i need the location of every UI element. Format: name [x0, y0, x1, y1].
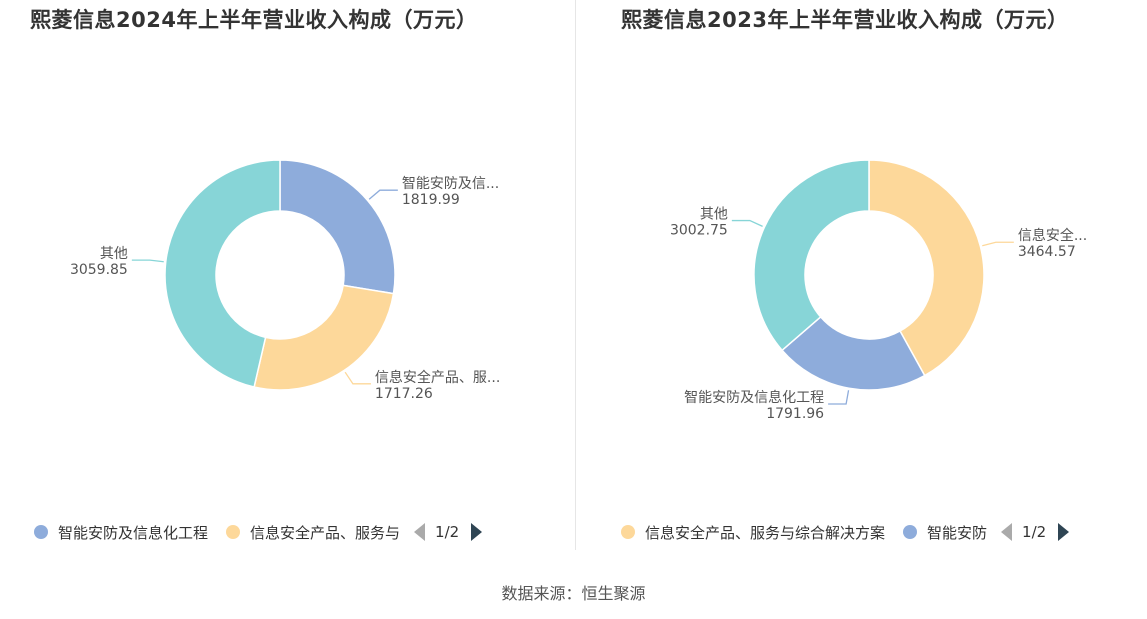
chart-title: 熙菱信息2024年上半年营业收入构成（万元） [30, 8, 478, 32]
slice-label: 信息安全... [1018, 227, 1087, 244]
label-leader-line [344, 371, 371, 385]
pie-slice[interactable] [164, 159, 281, 388]
slice-value-label: 3002.75 [670, 223, 728, 239]
legend-label: 智能安防 [927, 523, 988, 542]
legend-item[interactable]: 智能安防 [903, 522, 987, 543]
legend-item[interactable]: 信息安全产品、服务与 [226, 522, 400, 543]
slice-label: 智能安防及信息化工程 [684, 389, 824, 406]
chart-panel-2023: 熙菱信息2023年上半年营业收入构成（万元） 信息安全... 3464.57 智能安… [577, 0, 1147, 550]
slice-label: 其他 [700, 207, 728, 223]
slice-label: 信息安全产品、服... [375, 369, 500, 386]
pie-slice[interactable] [753, 159, 870, 352]
legend-prev-icon[interactable] [1001, 523, 1013, 541]
slice-value-label: 3464.57 [1018, 244, 1076, 260]
label-leader-line [131, 259, 164, 263]
legend-page-number: 1/2 [435, 523, 460, 541]
label-leader-line [731, 219, 763, 227]
data-source: 数据来源：恒生聚源 [501, 584, 646, 603]
slice-value-label: 1717.26 [375, 386, 433, 402]
legend-pager: 1/2 [414, 523, 483, 541]
legend-next-icon[interactable] [471, 523, 483, 541]
legend: 信息安全产品、服务与综合解决方案 智能安防 1/2 [621, 519, 1070, 545]
chart-panel-2024: 熙菱信息2024年上半年营业收入构成（万元） 智能安防及信... 1819.99 信… [0, 0, 573, 550]
legend-prev-icon[interactable] [414, 523, 426, 541]
legend-marker [34, 525, 48, 539]
legend-item[interactable]: 智能安防及信息化工程 [34, 522, 208, 543]
slice-value-label: 3059.85 [70, 262, 128, 278]
label-leader-line [368, 189, 398, 200]
legend-page-number: 1/2 [1022, 523, 1047, 541]
legend-label: 智能安防及信息化工程 [58, 523, 209, 542]
legend-marker [903, 525, 918, 539]
label-leader-line [982, 241, 1014, 247]
chart-title: 熙菱信息2023年上半年营业收入构成（万元） [621, 8, 1069, 32]
legend-marker [226, 525, 241, 539]
legend-next-icon[interactable] [1058, 523, 1070, 541]
panel-divider [575, 0, 576, 550]
label-leader-line [828, 390, 850, 405]
slice-value-label: 1819.99 [402, 192, 460, 208]
slice-label: 其他 [100, 246, 128, 262]
legend: 智能安防及信息化工程 信息安全产品、服务与 1/2 [34, 519, 483, 545]
donut-chart-2024: 智能安防及信...1819.99 信息安全产品、服...1717.26 其他3059… [70, 159, 500, 402]
legend-pager: 1/2 [1001, 523, 1070, 541]
slice-label: 智能安防及信... [402, 176, 499, 192]
pie-slice[interactable] [279, 159, 396, 295]
pie-slice[interactable] [253, 284, 395, 391]
legend-label: 信息安全产品、服务与综合解决方案 [645, 523, 886, 542]
slice-value-label: 1791.96 [766, 406, 824, 422]
pie-slice[interactable] [868, 159, 985, 377]
legend-marker [621, 525, 635, 539]
legend-label: 信息安全产品、服务与 [250, 523, 401, 542]
legend-item[interactable]: 信息安全产品、服务与综合解决方案 [621, 522, 885, 543]
